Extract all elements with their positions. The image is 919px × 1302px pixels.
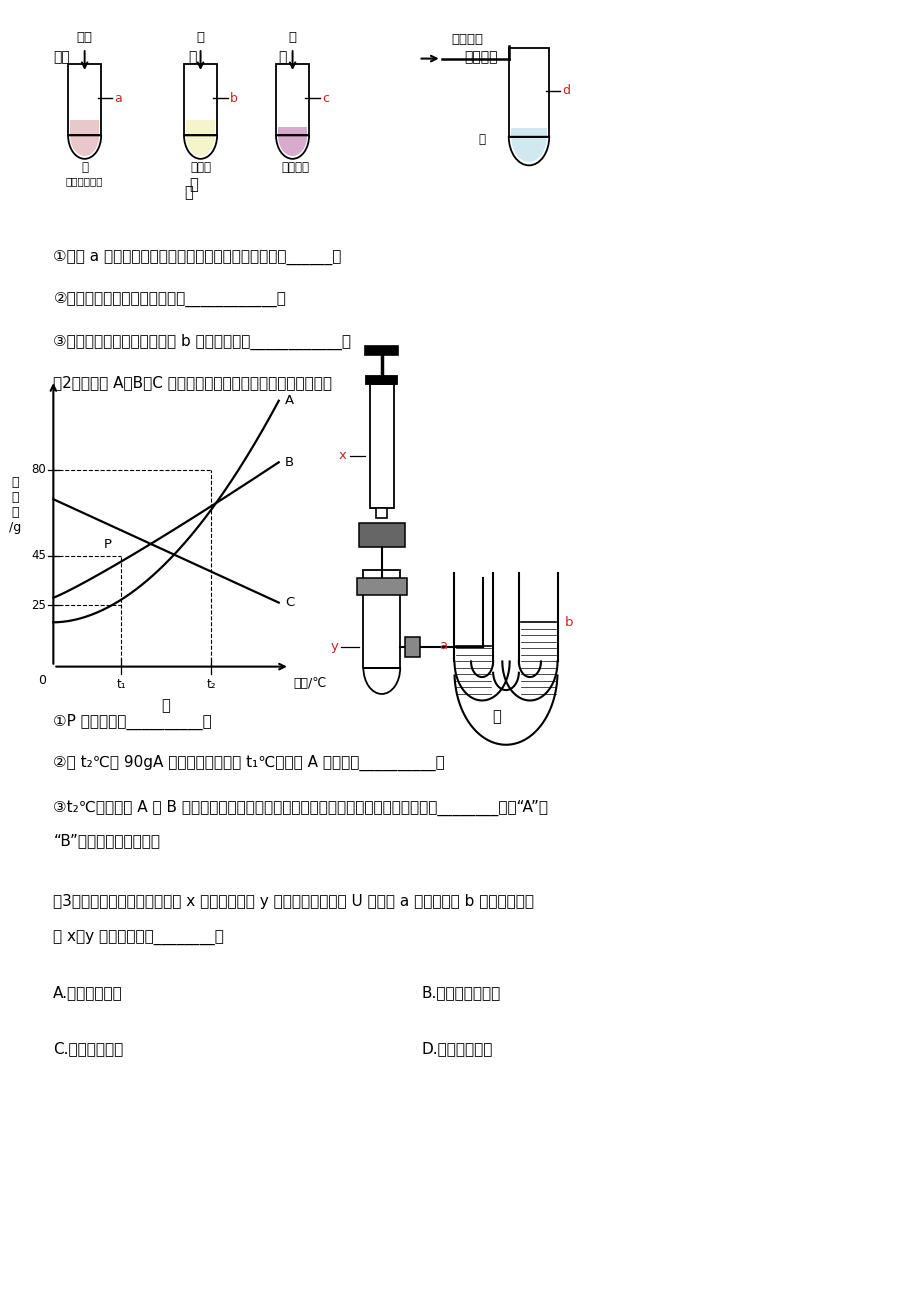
- Bar: [365, 346, 398, 355]
- Text: 水: 水: [197, 31, 204, 44]
- Text: （3）按图丙所示装置，将液体 x 注入装有固体 y 的试管中，会导致 U 形管中 a 端液面低于 b 端液面，则试: （3）按图丙所示装置，将液体 x 注入装有固体 y 的试管中，会导致 U 形管中…: [53, 894, 534, 910]
- Text: 80: 80: [31, 464, 46, 477]
- Bar: [276, 64, 309, 135]
- Text: 溶
解
度
/g: 溶 解 度 /g: [8, 477, 21, 534]
- Wedge shape: [363, 668, 400, 694]
- Bar: [68, 64, 101, 135]
- Wedge shape: [70, 135, 99, 156]
- Text: B.　水、氯氧化钓: B. 水、氯氧化钓: [421, 986, 500, 1001]
- Text: 酒精: 酒精: [53, 49, 70, 64]
- Wedge shape: [511, 137, 546, 161]
- Text: ②由实验可知，溶质状态可以是____________。: ②由实验可知，溶质状态可以是____________。: [53, 292, 286, 307]
- Wedge shape: [508, 137, 549, 165]
- Text: A: A: [285, 395, 294, 408]
- Text: 45: 45: [31, 549, 46, 562]
- Text: b: b: [564, 616, 573, 629]
- Text: 水: 水: [478, 133, 485, 146]
- Bar: [68, 64, 101, 135]
- Text: c: c: [322, 91, 329, 104]
- Text: 剂 x、y 的组合可能是________。: 剂 x、y 的组合可能是________。: [53, 931, 224, 947]
- Text: ①倾斜 a 试管，沿内壁缓缓加入乙醇，不振赡，现象是______。: ①倾斜 a 试管，沿内壁缓缓加入乙醇，不振赡，现象是______。: [53, 250, 341, 266]
- Wedge shape: [276, 135, 309, 159]
- Text: 水: 水: [188, 49, 197, 64]
- Bar: [358, 523, 404, 547]
- Text: （2）图乙是 A、B、C 三种物质（不含结晶水）的溶解度曲线。: （2）图乙是 A、B、C 三种物质（不含结晶水）的溶解度曲线。: [53, 375, 332, 391]
- Text: 高锰酸钾: 高锰酸钾: [281, 161, 309, 174]
- Bar: [184, 64, 217, 135]
- Text: 甲: 甲: [184, 185, 193, 201]
- Text: 丙: 丙: [492, 710, 501, 725]
- Text: ②将 t₂℃时 90gA 的饱和溶液降温至 t₁℃，析出 A 的质量为__________。: ②将 t₂℃时 90gA 的饱和溶液降温至 t₁℃，析出 A 的质量为_____…: [53, 755, 445, 771]
- Bar: [363, 570, 400, 668]
- Bar: [276, 64, 309, 135]
- Text: d: d: [562, 85, 570, 98]
- Text: 二氧化锰: 二氧化锰: [451, 33, 482, 46]
- Text: 温度/℃: 温度/℃: [293, 677, 326, 690]
- Text: x: x: [338, 449, 346, 462]
- Bar: [508, 48, 549, 137]
- Text: C: C: [285, 596, 294, 609]
- Text: t₂: t₂: [206, 678, 216, 691]
- Text: 二氧化锡: 二氧化锡: [464, 49, 497, 64]
- Bar: [186, 120, 215, 135]
- Text: y: y: [330, 641, 338, 654]
- Text: 0: 0: [39, 674, 46, 687]
- Text: a: a: [438, 639, 447, 652]
- Bar: [404, 637, 419, 658]
- Text: a: a: [114, 91, 121, 104]
- Text: ③t₂℃时，若从 A 和 B 两种物质的饱和溶液中析出等质量的固体，需蒸发採较多水的是________（填“A”或: ③t₂℃时，若从 A 和 B 两种物质的饱和溶液中析出等质量的固体，需蒸发採较多…: [53, 799, 548, 815]
- Bar: [508, 48, 549, 137]
- Bar: [184, 64, 217, 135]
- Text: b: b: [230, 91, 238, 104]
- Text: 水: 水: [278, 49, 287, 64]
- Text: A.　水、砵酸锨: A. 水、砵酸锨: [53, 986, 123, 1001]
- Bar: [366, 376, 397, 384]
- Text: 植物油: 植物油: [190, 161, 210, 174]
- Text: 酒精: 酒精: [76, 31, 93, 44]
- Text: 乙: 乙: [162, 698, 170, 713]
- Wedge shape: [278, 135, 307, 156]
- Text: 甲: 甲: [188, 177, 198, 193]
- Text: （有红墨水）: （有红墨水）: [66, 176, 103, 186]
- Bar: [376, 508, 387, 518]
- Wedge shape: [68, 135, 101, 159]
- Text: C.　水、氧化钓: C. 水、氧化钓: [53, 1042, 123, 1057]
- Wedge shape: [184, 135, 217, 159]
- Bar: [70, 120, 99, 135]
- Bar: [357, 578, 406, 595]
- Text: t₁: t₁: [116, 678, 126, 691]
- Text: 水: 水: [289, 31, 296, 44]
- Text: D.　稀盐酸、镇: D. 稀盐酸、镇: [421, 1042, 493, 1057]
- Text: P: P: [104, 538, 112, 551]
- Bar: [363, 570, 400, 668]
- Bar: [278, 128, 307, 135]
- Text: ③实验结束后，用洗涤剂洗净 b 试管，原理是____________。: ③实验结束后，用洗涤剂洗净 b 试管，原理是____________。: [53, 333, 351, 349]
- Text: B: B: [285, 456, 294, 469]
- Wedge shape: [186, 135, 215, 156]
- Text: 水: 水: [81, 161, 88, 174]
- Bar: [369, 384, 393, 508]
- Text: ①P 点的含义是__________。: ①P 点的含义是__________。: [53, 713, 212, 729]
- Bar: [511, 128, 546, 137]
- Text: 25: 25: [31, 599, 46, 612]
- Text: “B”）物质的饱和溶液。: “B”）物质的饱和溶液。: [53, 833, 160, 849]
